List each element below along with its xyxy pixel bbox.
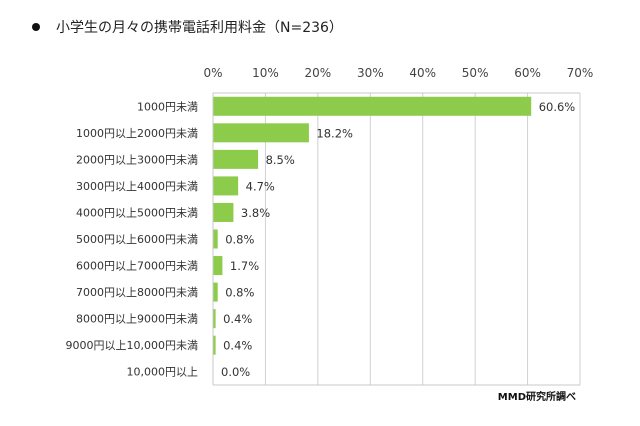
category-label: 1000円以上2000円未満 [76,127,198,140]
x-tick-label: 70% [567,66,594,80]
x-tick-label: 30% [357,66,384,80]
category-label: 3000円以上4000円未満 [76,180,198,193]
category-label: 6000円以上7000円未満 [76,260,198,273]
category-label: 2000円以上3000円未満 [76,153,198,166]
bar [213,335,216,355]
bar [213,123,309,143]
title-bullet-icon [32,23,40,31]
bar [213,149,259,169]
bar [213,309,216,329]
bar [213,176,239,196]
bar [213,96,532,116]
category-label: 5000円以上6000円未満 [76,233,198,246]
category-labels: 1000円未満 1000円以上2000円未満 2000円以上3000円未満 3000円… [66,100,198,378]
data-label: 1.7% [230,259,259,273]
bars [213,96,532,355]
data-label: 4.7% [246,179,275,193]
x-tick-label: 0% [203,66,222,80]
bar [213,282,218,302]
data-label: 60.6% [539,100,576,114]
data-labels: 60.6% 18.2% 8.5% 4.7% 3.8% 0.8% 1.7% 0.8% 0.4% 0.… [221,100,575,379]
data-label: 0.8% [225,286,254,300]
category-label: 8000円以上9000円未満 [76,313,198,326]
bar [213,202,234,222]
data-label: 18.2% [316,126,353,140]
data-label: 0.8% [225,233,254,247]
category-label: 9000円以上10,000円未満 [66,339,198,352]
data-label: 0.0% [221,365,250,379]
category-label: 10,000円以上 [127,366,199,379]
source-note: MMD研究所調べ [498,390,576,403]
chart-title: 小学生の月々の携帯電話利用料金（N=236） [56,19,343,36]
bar [213,229,218,249]
category-label: 1000円未満 [137,100,198,113]
data-label: 3.8% [241,206,270,220]
data-label: 0.4% [223,312,252,326]
bar [213,256,223,276]
x-tick-label: 40% [409,66,436,80]
x-tick-label: 50% [462,66,489,80]
category-label: 4000円以上5000円未満 [76,206,198,219]
x-axis-ticks: 0% 10% 20% 30% 40% 50% 60% 70% [203,66,593,80]
data-label: 0.4% [223,339,252,353]
x-tick-label: 10% [252,66,279,80]
x-tick-label: 60% [514,66,541,80]
x-tick-label: 20% [305,66,332,80]
category-label: 7000円以上8000円未満 [76,286,198,299]
data-label: 8.5% [266,153,295,167]
